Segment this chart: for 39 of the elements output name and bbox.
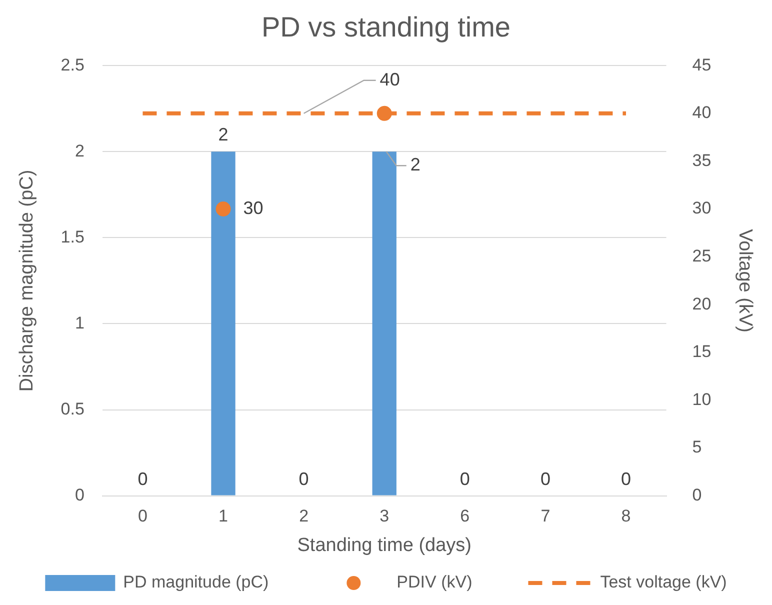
legend-label: PDIV (kV) [396,572,472,592]
y2-tick-label: 0 [692,485,702,504]
data-label: 0 [460,468,470,489]
y-tick-label: 2 [74,141,84,160]
legend-label: PD magnitude (pC) [123,572,269,592]
x-tick-label: 1 [218,506,228,526]
data-label: 40 [380,69,400,90]
x-axis-title: Standing time (days) [297,534,472,556]
y2-tick-label: 35 [692,150,712,170]
y2-axis-title: Voltage (kV) [734,228,756,332]
y-tick-label: 0.5 [60,399,84,418]
data-label: 0 [540,468,550,489]
data-label: 2 [410,154,420,175]
y2-tick-label: 10 [692,390,712,409]
x-tick-label: 7 [540,506,550,526]
chart-title: PD vs standing time [262,12,510,43]
x-tick-label: 8 [621,506,631,526]
data-label: 0 [138,468,148,489]
y-tick-label: 1 [74,313,84,332]
y-tick-label: 2.5 [60,55,84,74]
y-tick-label: 0 [74,485,84,504]
y-tick-label: 1.5 [60,227,84,246]
data-label: 0 [298,468,309,489]
x-tick-label: 6 [460,506,470,526]
x-tick-label: 0 [138,506,148,526]
data-label: 30 [243,198,264,218]
y2-tick-label: 45 [692,55,712,74]
y2-tick-label: 5 [692,438,702,457]
y2-tick-label: 15 [692,342,712,362]
x-tick-label: 3 [380,506,390,526]
x-tick-label: 2 [299,506,309,526]
data-label: 2 [218,124,228,145]
y2-tick-label: 20 [692,294,712,314]
y-axis-title: Discharge magnitude (pC) [16,170,38,392]
data-label: 0 [621,468,632,489]
y2-tick-label: 40 [692,103,712,122]
legend-label: Test voltage (kV) [600,572,727,592]
y2-tick-label: 30 [692,198,712,218]
y2-tick-label: 25 [692,246,712,266]
